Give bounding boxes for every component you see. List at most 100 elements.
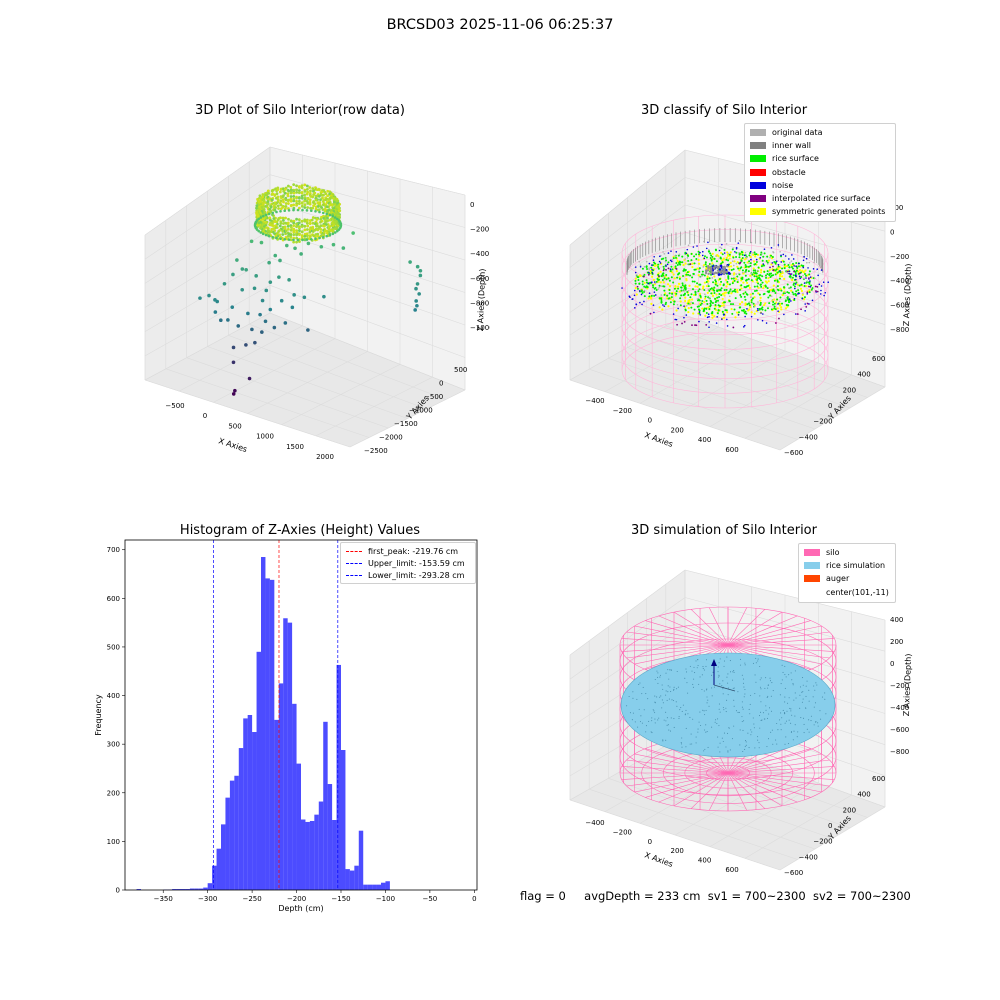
interpolated-point bbox=[808, 285, 810, 288]
rice-mesh-vertex bbox=[662, 688, 664, 690]
legend-label: rice surface bbox=[772, 154, 819, 164]
rice-mesh-vertex bbox=[782, 671, 784, 674]
original-data-point bbox=[744, 256, 747, 259]
rice-surface-point bbox=[771, 256, 774, 259]
rice-mesh-vertex bbox=[685, 727, 687, 729]
noise-point bbox=[770, 246, 773, 249]
rice-surface-point bbox=[645, 285, 648, 288]
rice-mesh-vertex bbox=[753, 727, 755, 729]
rice-mesh-vertex bbox=[676, 705, 678, 707]
rice-surface-point bbox=[725, 258, 728, 261]
raw-surface-point bbox=[292, 208, 295, 212]
original-data-point bbox=[813, 261, 815, 264]
raw-surface-point bbox=[289, 195, 293, 198]
symmetric-point bbox=[691, 262, 694, 265]
sv2-text: sv2 = 700~2300 bbox=[812, 889, 911, 903]
rice-mesh-vertex bbox=[718, 725, 720, 727]
rice-surface-point bbox=[661, 278, 664, 281]
rice-surface-point bbox=[710, 259, 713, 262]
silo-wireframe bbox=[727, 772, 830, 787]
rice-mesh-vertex bbox=[800, 717, 802, 719]
rice-surface-point bbox=[768, 274, 771, 277]
rice-surface-point bbox=[744, 291, 747, 294]
raw-surface-point bbox=[300, 201, 304, 205]
noise-point bbox=[674, 318, 676, 321]
symmetric-point bbox=[736, 261, 739, 264]
symmetric-point bbox=[701, 307, 704, 310]
raw-surface-point bbox=[308, 186, 312, 189]
rice-mesh-vertex bbox=[741, 701, 743, 703]
original-data-point bbox=[638, 260, 641, 263]
symmetric-point bbox=[784, 307, 788, 310]
original-data-point bbox=[710, 257, 713, 259]
rice-surface-point bbox=[668, 279, 671, 282]
raw-surface-point bbox=[317, 194, 321, 198]
raw-data-point bbox=[283, 321, 288, 325]
original-data-point bbox=[772, 251, 775, 254]
rice-mesh-vertex bbox=[642, 686, 644, 689]
rice-mesh-vertex bbox=[727, 750, 729, 752]
rice-mesh-vertex bbox=[729, 749, 731, 751]
rice-mesh-vertex bbox=[719, 751, 721, 753]
rice-surface-point bbox=[648, 295, 651, 298]
rice-mesh-vertex bbox=[738, 711, 740, 713]
rice-mesh-vertex bbox=[643, 709, 645, 711]
original-data-point bbox=[753, 305, 756, 308]
rice-surface-point bbox=[668, 292, 671, 295]
rice-surface-point bbox=[721, 253, 724, 256]
raw-surface-point bbox=[295, 233, 298, 237]
legend-item: inner wall bbox=[745, 139, 895, 152]
raw-surface-point bbox=[287, 217, 290, 221]
histogram-x-tick: −350 bbox=[154, 895, 173, 903]
raw-surface-point bbox=[274, 226, 277, 230]
rice-surface-point bbox=[720, 280, 723, 283]
rice-surface-point bbox=[800, 283, 803, 286]
noise-point bbox=[634, 271, 637, 274]
raw-surface-point bbox=[308, 198, 312, 202]
raw-surface-point bbox=[315, 217, 319, 221]
interpolated-point bbox=[676, 323, 679, 326]
rice-mesh-vertex bbox=[692, 683, 694, 686]
raw-surface-point bbox=[273, 208, 277, 212]
histogram-bar bbox=[309, 820, 315, 890]
classify-x-tick: −200 bbox=[613, 407, 632, 415]
noise-point bbox=[634, 307, 636, 309]
original-data-point bbox=[727, 252, 730, 255]
rice-surface-point bbox=[663, 289, 666, 292]
rice-mesh-vertex bbox=[744, 693, 746, 695]
inner-wall-point bbox=[705, 269, 708, 273]
silo-wireframe bbox=[621, 638, 729, 646]
raw-z-tick: −800 bbox=[470, 299, 489, 307]
rice-surface-point bbox=[705, 312, 708, 315]
rice-mesh-vertex bbox=[790, 722, 792, 724]
rice-mesh-vertex bbox=[658, 717, 660, 719]
symmetric-point bbox=[740, 279, 743, 282]
simulation-y-tick: 600 bbox=[872, 775, 885, 783]
rice-mesh-vertex bbox=[813, 724, 815, 726]
rice-mesh-vertex bbox=[657, 719, 659, 721]
raw-surface-point bbox=[303, 196, 307, 200]
original-data-point bbox=[671, 258, 673, 261]
raw-surface-point bbox=[297, 218, 301, 222]
histogram-bar bbox=[221, 824, 226, 890]
raw-surface-point bbox=[309, 237, 313, 241]
rice-mesh-vertex bbox=[699, 724, 702, 727]
rice-surface-point bbox=[758, 274, 761, 277]
raw-surface-point bbox=[297, 191, 301, 195]
rice-mesh-vertex bbox=[667, 669, 669, 671]
rice-mesh-vertex bbox=[651, 720, 653, 722]
rice-surface-point bbox=[747, 278, 750, 281]
rice-mesh-vertex bbox=[733, 699, 735, 701]
raw-surface-point bbox=[259, 231, 263, 234]
original-data-point bbox=[704, 293, 706, 296]
original-data-point bbox=[746, 256, 748, 259]
rice-mesh-vertex bbox=[748, 747, 750, 749]
rice-mesh-vertex bbox=[725, 711, 727, 713]
rice-surface-point bbox=[794, 292, 797, 295]
raw-data-point bbox=[219, 318, 223, 323]
rice-mesh-vertex bbox=[742, 750, 744, 753]
original-data-point bbox=[769, 256, 771, 259]
rice-mesh-vertex bbox=[640, 715, 642, 717]
rice-mesh-vertex bbox=[801, 701, 803, 703]
raw-x-tick: 0 bbox=[203, 412, 207, 420]
